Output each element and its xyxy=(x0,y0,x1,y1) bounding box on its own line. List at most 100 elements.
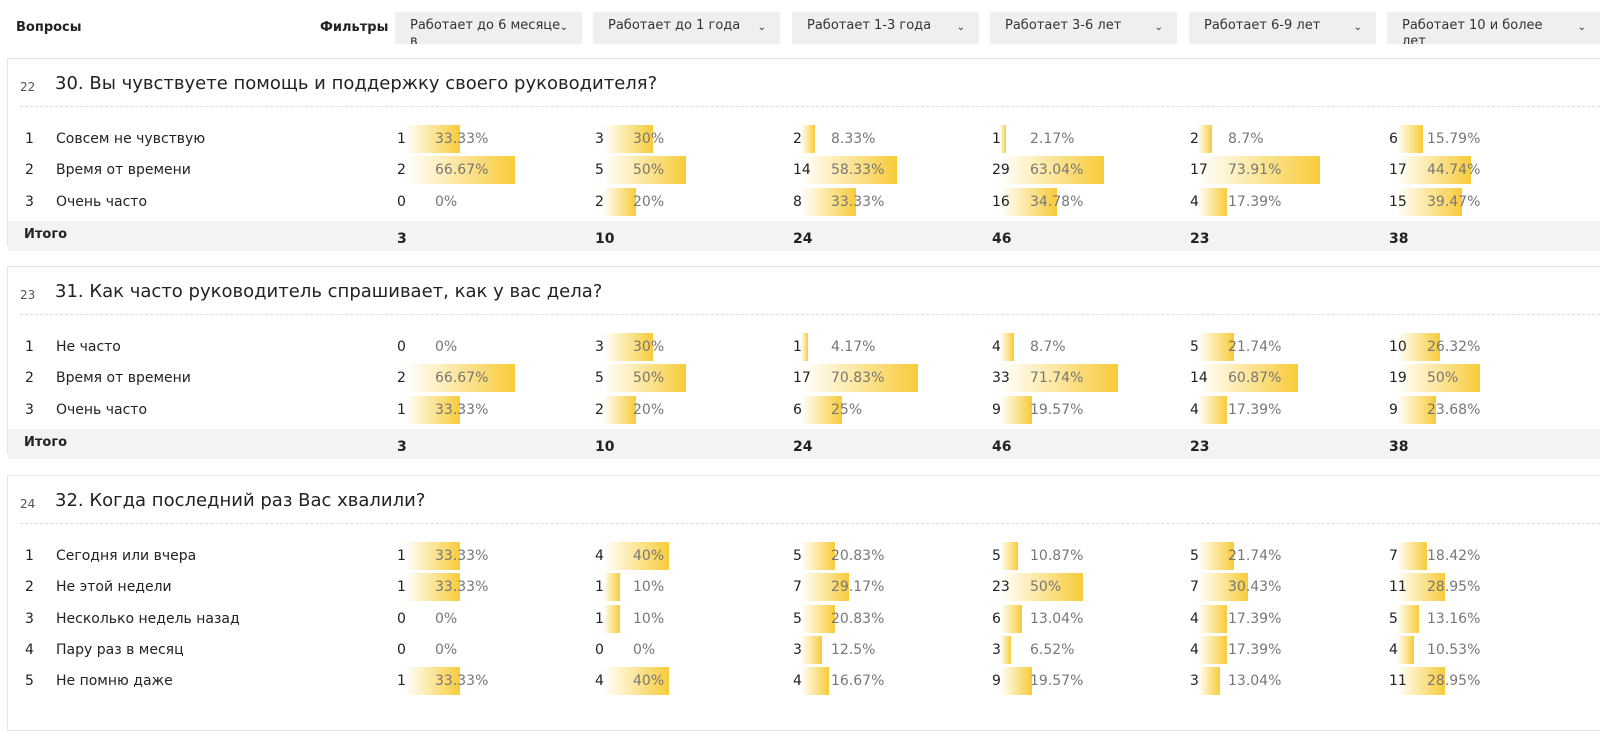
question-section: 23 31. Как часто руководитель спрашивает,… xyxy=(7,266,1600,459)
percent-bar xyxy=(1198,395,1227,424)
percent-bar xyxy=(603,573,620,602)
answer-count: 1 xyxy=(397,579,406,596)
answer-count: 1 xyxy=(595,610,604,627)
answer-count: 6 xyxy=(992,610,1001,627)
answer-count: 11 xyxy=(1389,579,1407,596)
total-label: Итого xyxy=(24,226,68,242)
filter-dropdown-label: Работает до 6 месяце в xyxy=(410,18,561,44)
answer-cell: 14 58.33% xyxy=(793,156,988,185)
answer-row: 1 Совсем не чувствую 1 33.33% 3 30% 2 8.33% 1 2.1… xyxy=(8,125,1600,153)
answer-cell: 3 30% xyxy=(595,333,790,361)
answer-count: 4 xyxy=(1190,401,1199,418)
filter-dropdown[interactable]: Работает 6-9 лет ⌄ xyxy=(1189,12,1376,44)
percent-bar xyxy=(1000,364,1119,393)
percent-bar xyxy=(1397,156,1471,185)
answer-cell: 17 44.74% xyxy=(1389,156,1584,185)
filter-dropdown[interactable]: Работает до 6 месяце в ⌄ xyxy=(395,12,582,44)
answer-count: 7 xyxy=(1190,579,1199,596)
answer-cell: 9 19.57% xyxy=(992,395,1187,424)
answer-percent: 0% xyxy=(435,339,458,355)
answer-cell: 0 0% xyxy=(397,188,592,216)
answer-count: 3 xyxy=(595,131,604,147)
percent-bar xyxy=(801,395,843,424)
answer-percent: 13.04% xyxy=(1228,673,1282,690)
total-value: 38 xyxy=(1389,230,1409,247)
percent-bar xyxy=(1198,333,1234,361)
answer-label: Сегодня или вчера xyxy=(56,548,197,564)
percent-bar xyxy=(801,156,898,185)
filter-dropdown[interactable]: Работает 3-6 лет ⌄ xyxy=(990,12,1177,44)
percent-bar xyxy=(1198,635,1227,664)
answer-percent: 60.87% xyxy=(1228,370,1282,387)
answer-cell: 3 30% xyxy=(595,125,790,153)
answer-cell: 17 70.83% xyxy=(793,364,988,393)
answer-number: 2 xyxy=(25,162,34,179)
answer-percent: 19.57% xyxy=(1030,401,1084,418)
percent-bar xyxy=(801,333,808,361)
percent-bar xyxy=(603,395,636,424)
filters-label: Фильтры xyxy=(320,20,389,35)
answer-cell: 4 8.7% xyxy=(992,333,1187,361)
answer-percent: 20% xyxy=(633,193,665,210)
percent-bar xyxy=(405,364,515,393)
answer-cell: 23 50% xyxy=(992,573,1187,602)
answer-percent: 33.33% xyxy=(435,401,489,418)
answer-percent: 20.83% xyxy=(831,610,885,627)
answer-cell: 15 39.47% xyxy=(1389,187,1584,216)
answer-cell: 10 26.32% xyxy=(1389,333,1584,361)
answer-percent: 10.53% xyxy=(1427,641,1481,658)
answer-cell: 16 34.78% xyxy=(992,187,1187,216)
answer-percent: 23.68% xyxy=(1427,401,1481,418)
filter-dropdown[interactable]: Работает до 1 года ⌄ xyxy=(593,12,780,44)
answer-count: 3 xyxy=(793,641,802,658)
total-value: 24 xyxy=(793,438,813,455)
answer-count: 4 xyxy=(992,339,1001,355)
percent-bar xyxy=(1198,542,1234,570)
answer-percent: 66.67% xyxy=(435,162,489,179)
answer-percent: 50% xyxy=(633,370,665,387)
answer-cell: 2 66.67% xyxy=(397,364,592,393)
percent-bar xyxy=(603,542,669,570)
chevron-down-icon: ⌄ xyxy=(1353,22,1362,33)
answer-row: 3 Несколько недель назад 0 0% 1 10% 5 20.83% 6 13… xyxy=(8,604,1600,633)
answer-count: 2 xyxy=(1190,131,1199,147)
chevron-down-icon: ⌄ xyxy=(757,22,766,33)
answer-count: 33 xyxy=(992,370,1010,387)
answer-percent: 18.42% xyxy=(1427,548,1481,564)
question-section: 2 2 30. Вы чувствуете помощь и поддержку с… xyxy=(7,58,1600,251)
percent-bar xyxy=(1397,667,1445,696)
question-title: 30. Вы чувствуете помощь и поддержку сво… xyxy=(55,73,658,94)
answer-percent: 0% xyxy=(633,641,656,658)
percent-bar xyxy=(1397,542,1428,570)
answer-count: 1 xyxy=(793,339,802,355)
percent-bar xyxy=(1397,604,1419,633)
answer-percent: 39.47% xyxy=(1427,193,1481,210)
answer-label: Очень часто xyxy=(56,193,148,210)
answer-percent: 25% xyxy=(831,401,863,418)
filter-dropdown[interactable]: Работает 1-3 года ⌄ xyxy=(792,12,979,44)
answer-cell: 14 60.87% xyxy=(1190,364,1385,393)
percent-bar xyxy=(405,542,460,570)
answer-percent: 10% xyxy=(633,610,665,627)
percent-bar xyxy=(1397,635,1415,664)
percent-bar xyxy=(405,395,460,424)
answer-cell: 5 20.83% xyxy=(793,604,988,633)
answer-percent: 50% xyxy=(633,162,665,179)
answer-cell: 1 10% xyxy=(595,604,790,633)
answer-cell: 5 10.87% xyxy=(992,542,1187,570)
answer-percent: 15.79% xyxy=(1427,131,1481,147)
answer-percent: 33.33% xyxy=(435,548,489,564)
percent-bar xyxy=(405,573,460,602)
answer-cell: 4 10.53% xyxy=(1389,635,1584,664)
answer-count: 19 xyxy=(1389,370,1407,387)
answer-count: 10 xyxy=(1389,339,1407,355)
filter-dropdown[interactable]: Работает 10 и более лет ⌄ xyxy=(1387,12,1600,44)
answer-count: 4 xyxy=(595,548,604,564)
answer-number: 3 xyxy=(25,193,34,210)
total-value: 46 xyxy=(992,438,1012,455)
answer-cell: 5 20.83% xyxy=(793,542,988,570)
answer-count: 1 xyxy=(992,131,1001,147)
answer-percent: 40% xyxy=(633,548,665,564)
answer-cell: 4 17.39% xyxy=(1190,395,1385,424)
answer-cell: 5 50% xyxy=(595,364,790,393)
